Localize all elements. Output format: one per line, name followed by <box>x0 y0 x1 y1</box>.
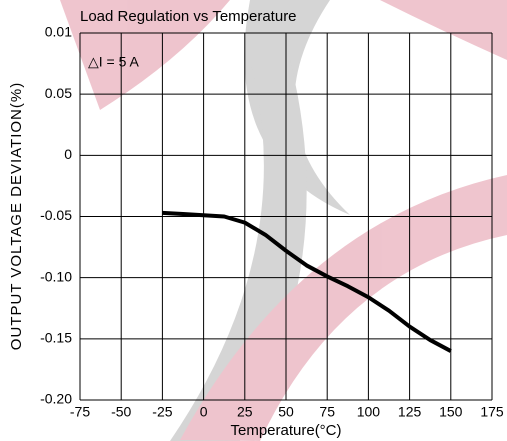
watermark-shape <box>180 175 507 441</box>
y-tick-label: 0.01 <box>45 24 72 40</box>
watermark-shape <box>240 0 350 215</box>
x-tick-label: 25 <box>237 404 253 420</box>
x-axis-label: Temperature(°C) <box>230 422 341 439</box>
y-tick-label: -0.05 <box>40 207 72 223</box>
x-tick-label: 125 <box>398 404 422 420</box>
annotation: △I = 5 A <box>88 54 140 70</box>
x-tick-label: 150 <box>439 404 463 420</box>
chart-title: Load Regulation vs Temperature <box>80 8 297 25</box>
y-axis-label: OUTPUT VOLTAGE DEVIATION(%) <box>8 82 25 350</box>
x-tick-label: 50 <box>278 404 294 420</box>
x-tick-label: -25 <box>152 404 172 420</box>
y-tick-label: 0.05 <box>45 85 72 101</box>
x-tick-label: 75 <box>319 404 335 420</box>
y-tick-label: 0 <box>64 146 72 162</box>
watermark-shape <box>380 0 507 60</box>
x-tick-label: -75 <box>70 404 90 420</box>
y-tick-label: -0.20 <box>40 391 72 407</box>
x-tick-label: 100 <box>357 404 381 420</box>
line <box>162 210 452 353</box>
y-tick-label: -0.15 <box>40 330 72 346</box>
x-tick-label: -50 <box>111 404 131 420</box>
x-tick-label: 0 <box>200 404 208 420</box>
watermark-shape <box>60 0 230 110</box>
y-tick-label: -0.10 <box>40 268 72 284</box>
x-tick-label: 175 <box>480 404 504 420</box>
